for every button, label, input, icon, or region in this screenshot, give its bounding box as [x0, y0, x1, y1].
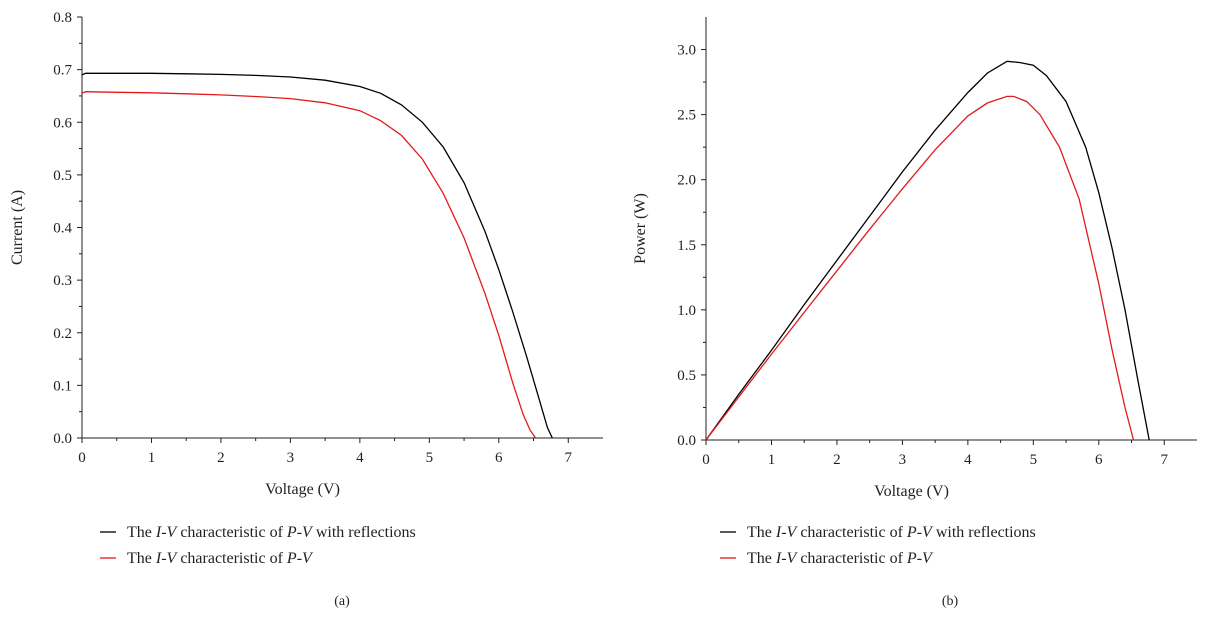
x-axis-title: Voltage (V) — [265, 481, 340, 498]
legend-text-part: - — [161, 524, 166, 541]
legend-text-part: V — [922, 524, 934, 541]
y-axis-title: Power (W) — [632, 193, 649, 264]
legend-text-part: characteristic of — [176, 524, 287, 541]
legend-text-part: V — [302, 550, 314, 567]
x-tick-label: 3 — [287, 450, 295, 466]
legend-text-part: V — [167, 550, 179, 567]
y-tick-label: 1.5 — [677, 238, 696, 254]
x-tick-label: 3 — [899, 452, 907, 468]
y-tick-label: 1.0 — [677, 303, 696, 319]
legend-text-part: V — [922, 550, 934, 567]
chart-panel-0: 0 1 2 3 4 5 6 7 0.0 0.1 0.2 0.3 0.4 0.5 0.6 0.7 0.8 Volta… — [9, 10, 603, 609]
x-tick-label: 0 — [702, 452, 710, 468]
legend-entry-1: The I-V characteristic of P-V — [747, 550, 934, 567]
legend-text-part: The — [127, 550, 156, 567]
y-tick-label: 0.5 — [677, 368, 696, 384]
legend-text-part: I — [775, 524, 782, 541]
legend-text-part: I — [155, 550, 162, 567]
legend-entry-0: The I-V characteristic of P-V with refle… — [127, 524, 416, 541]
legend-text-part: with reflections — [312, 524, 416, 541]
legend-text-part: - — [781, 550, 786, 567]
x-tick-label: 2 — [217, 450, 225, 466]
y-tick-label: 2.0 — [677, 173, 696, 189]
legend-text-part: characteristic of — [796, 524, 907, 541]
x-tick-label: 6 — [1095, 452, 1103, 468]
y-tick-label: 0.4 — [53, 221, 72, 237]
y-tick-label: 3.0 — [677, 43, 696, 59]
y-tick-label: 0.7 — [53, 63, 72, 79]
legend-text-part: V — [787, 524, 799, 541]
series-line-1 — [705, 95, 1135, 441]
x-axis-title: Voltage (V) — [874, 483, 949, 500]
y-tick-label: 0.2 — [53, 326, 72, 342]
legend-text-part: - — [297, 550, 302, 567]
legend-text-part: P — [906, 550, 917, 567]
legend-text-part: P — [906, 524, 917, 541]
legend-text-part: V — [787, 550, 799, 567]
x-tick-label: 1 — [768, 452, 776, 468]
y-tick-label: 0.1 — [53, 378, 72, 394]
x-tick-label: 5 — [1030, 452, 1038, 468]
x-tick-label: 0 — [78, 450, 86, 466]
legend-text-part: I — [155, 524, 162, 541]
legend-text-part: - — [161, 550, 166, 567]
x-tick-label: 5 — [426, 450, 434, 466]
x-tick-label: 2 — [833, 452, 841, 468]
chart-panel-1: 0 1 2 3 4 5 6 7 0.0 0.5 1.0 1.5 2.0 2.5 3.0 Voltage (V)… — [632, 17, 1197, 609]
legend-text-part: V — [167, 524, 179, 541]
legend-text-part: - — [917, 550, 922, 567]
y-tick-label: 0.3 — [53, 273, 72, 289]
series-line-1 — [81, 91, 537, 439]
legend-text-part: - — [297, 524, 302, 541]
legend-text-part: - — [781, 524, 786, 541]
x-tick-label: 6 — [495, 450, 503, 466]
series-line-0 — [81, 72, 553, 439]
x-tick-label: 7 — [1161, 452, 1169, 468]
y-tick-label: 0.0 — [53, 431, 72, 447]
x-tick-label: 7 — [565, 450, 573, 466]
y-tick-label: 2.5 — [677, 108, 696, 124]
legend-text-part: P — [286, 524, 297, 541]
legend-text-part: with reflections — [932, 524, 1036, 541]
legend-text-part: characteristic of — [176, 550, 287, 567]
legend-text-part: The — [747, 524, 776, 541]
x-tick-label: 1 — [148, 450, 156, 466]
y-tick-label: 0.5 — [53, 168, 72, 184]
legend-text-part: I — [775, 550, 782, 567]
legend-text-part: V — [302, 524, 314, 541]
y-tick-label: 0.0 — [677, 433, 696, 449]
y-tick-label: 0.8 — [53, 10, 72, 26]
y-axis-title: Current (A) — [9, 190, 26, 265]
legend-text-part: characteristic of — [796, 550, 907, 567]
legend-text-part: P — [286, 550, 297, 567]
panel-label: (a) — [334, 594, 350, 609]
legend-text-part: The — [747, 550, 776, 567]
legend-text-part: The — [127, 524, 156, 541]
legend-text-part: - — [917, 524, 922, 541]
x-tick-label: 4 — [356, 450, 364, 466]
legend-entry-0: The I-V characteristic of P-V with refle… — [747, 524, 1036, 541]
legend-entry-1: The I-V characteristic of P-V — [127, 550, 314, 567]
y-tick-label: 0.6 — [53, 115, 72, 131]
panel-label: (b) — [942, 594, 959, 609]
series-line-0 — [705, 60, 1150, 441]
x-tick-label: 4 — [964, 452, 972, 468]
